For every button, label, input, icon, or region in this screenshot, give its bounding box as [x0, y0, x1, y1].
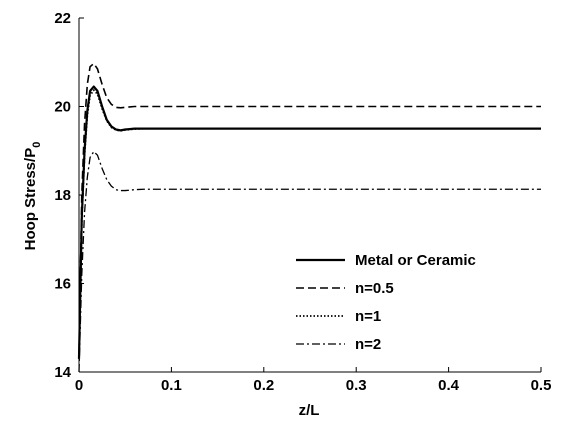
series-line-1	[77, 85, 541, 359]
y-tick-label: 20	[54, 99, 71, 116]
legend-label-1: Metal or Ceramic	[355, 252, 476, 269]
y-axis-title-subscript: 0	[31, 142, 43, 148]
x-tick-label: 0.1	[161, 377, 182, 394]
x-tick-label: 0.4	[438, 377, 460, 394]
x-tick-label: 0.5	[531, 377, 552, 394]
legend-label-4: n=2	[355, 336, 381, 353]
series-line-4	[78, 150, 541, 373]
x-axis-title: z/L	[299, 402, 320, 419]
series-line-3	[78, 89, 541, 359]
y-tick-label: 18	[54, 187, 71, 204]
series-layer	[77, 62, 541, 373]
legend-label-3: n=1	[355, 308, 381, 325]
y-tick-label: 16	[54, 276, 71, 293]
plot-area	[78, 18, 541, 373]
x-tick-label: 0.3	[346, 377, 367, 394]
legend-label-2: n=0.5	[355, 280, 394, 297]
y-axis-title: Hoop Stress/P0	[22, 142, 43, 251]
y-axis-title-main: Hoop Stress/P	[22, 148, 39, 251]
y-axis-ticks: 14 16 18 20 22	[54, 10, 84, 381]
x-tick-label: 0	[75, 377, 83, 394]
x-axis-ticks: 0 0.1 0.2 0.3 0.4 0.5	[75, 367, 552, 394]
series-line-2	[78, 62, 541, 359]
y-tick-label: 14	[54, 364, 71, 381]
x-tick-label: 0.2	[253, 377, 274, 394]
y-tick-label: 22	[54, 10, 71, 27]
legend: Metal or Ceramic n=0.5 n=1 n=2	[296, 252, 476, 353]
